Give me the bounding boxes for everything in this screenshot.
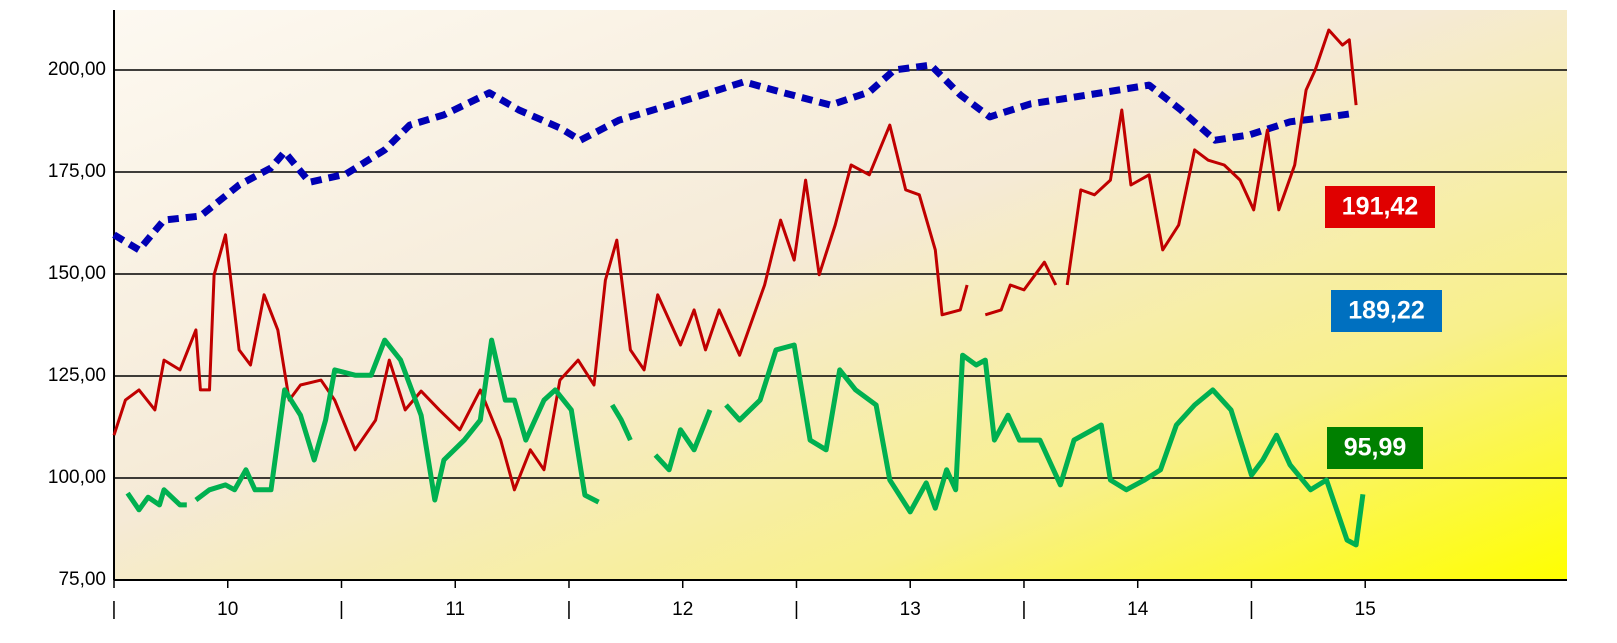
x-tick-label: 14 bbox=[1127, 599, 1149, 620]
value-label: 191,42 bbox=[1342, 193, 1418, 221]
x-tick-label: 15 bbox=[1355, 599, 1376, 620]
value-label-box bbox=[1327, 427, 1423, 469]
y-tick-label: 100,00 bbox=[48, 467, 106, 488]
series-line bbox=[610, 403, 633, 442]
series-line bbox=[125, 487, 187, 513]
y-tick-label: 200,00 bbox=[48, 59, 106, 80]
x-tick-label: 11 bbox=[445, 599, 465, 620]
x-tick-label: 10 bbox=[217, 599, 238, 620]
series-line bbox=[984, 260, 1058, 317]
y-tick-label: 175,00 bbox=[48, 161, 106, 182]
series-line bbox=[112, 61, 1350, 254]
x-tick-label: | bbox=[567, 599, 572, 620]
series-line bbox=[194, 337, 600, 505]
value-label: 95,99 bbox=[1344, 434, 1407, 462]
series-line bbox=[112, 123, 969, 492]
value-label-box bbox=[1325, 186, 1435, 228]
x-tick-label: 13 bbox=[900, 599, 921, 620]
series-line bbox=[724, 342, 1366, 548]
x-tick-label: 12 bbox=[672, 599, 693, 620]
y-tick-label: 75,00 bbox=[58, 569, 106, 590]
x-tick-label: | bbox=[1022, 599, 1027, 620]
series-line bbox=[653, 408, 713, 473]
x-tick-label: | bbox=[339, 599, 344, 620]
y-tick-label: 150,00 bbox=[48, 263, 106, 284]
value-label-box bbox=[1331, 290, 1442, 332]
series-line bbox=[1065, 28, 1358, 286]
value-label: 189,22 bbox=[1348, 297, 1424, 325]
x-tick-label: | bbox=[794, 599, 799, 620]
x-tick-label: | bbox=[112, 599, 117, 620]
y-tick-label: 125,00 bbox=[48, 365, 106, 386]
x-tick-label: | bbox=[1249, 599, 1254, 620]
